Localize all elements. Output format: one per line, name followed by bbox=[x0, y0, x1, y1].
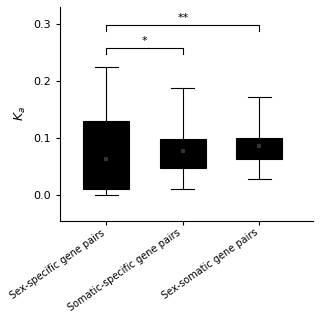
PathPatch shape bbox=[83, 121, 129, 189]
PathPatch shape bbox=[160, 139, 206, 168]
PathPatch shape bbox=[236, 138, 283, 159]
Y-axis label: $K_a$: $K_a$ bbox=[13, 106, 28, 121]
Text: **: ** bbox=[177, 13, 188, 23]
Text: *: * bbox=[142, 36, 147, 46]
